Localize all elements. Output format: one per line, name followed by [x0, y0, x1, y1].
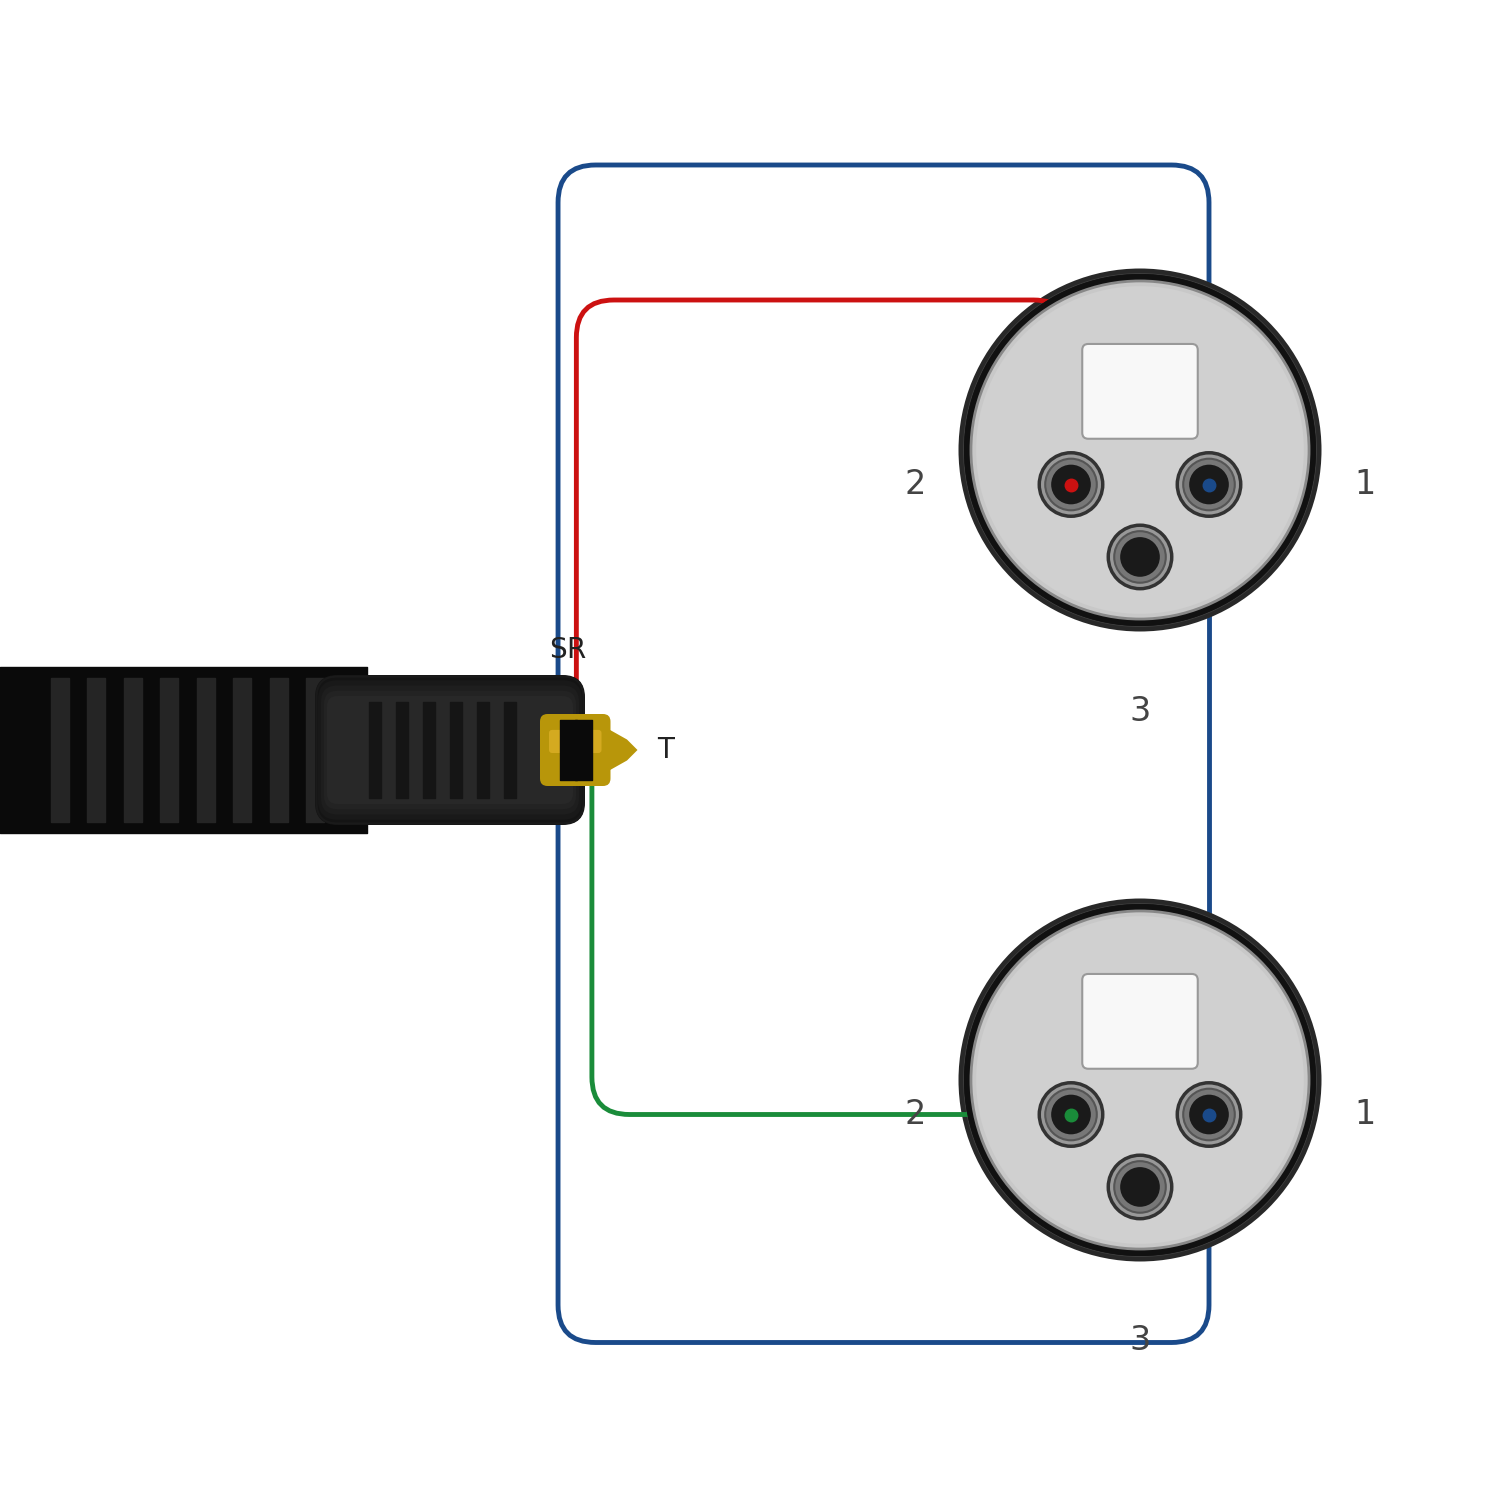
FancyBboxPatch shape — [321, 686, 579, 814]
Circle shape — [968, 278, 1312, 622]
Text: 3: 3 — [1130, 694, 1150, 728]
Text: 1: 1 — [1354, 468, 1376, 501]
Circle shape — [1184, 1089, 1234, 1140]
Circle shape — [1178, 453, 1240, 516]
Circle shape — [1190, 1095, 1228, 1134]
Text: T: T — [657, 736, 674, 764]
Circle shape — [968, 908, 1312, 1252]
Circle shape — [1052, 465, 1090, 504]
FancyBboxPatch shape — [315, 675, 585, 825]
Circle shape — [968, 908, 1312, 1252]
Text: S: S — [549, 636, 567, 664]
Circle shape — [1120, 1167, 1160, 1208]
Circle shape — [976, 916, 1304, 1244]
FancyBboxPatch shape — [1083, 344, 1197, 439]
Circle shape — [1114, 531, 1166, 582]
Circle shape — [958, 268, 1322, 632]
FancyBboxPatch shape — [318, 681, 582, 819]
Circle shape — [1040, 453, 1102, 516]
Circle shape — [1108, 1155, 1172, 1218]
Circle shape — [1190, 465, 1228, 504]
Text: 2: 2 — [904, 468, 926, 501]
Text: R: R — [567, 636, 586, 664]
Text: 1: 1 — [1354, 1098, 1376, 1131]
FancyBboxPatch shape — [540, 714, 610, 786]
Text: 3: 3 — [1130, 1324, 1150, 1358]
Circle shape — [1046, 1089, 1096, 1140]
Circle shape — [1046, 459, 1096, 510]
Circle shape — [1114, 1161, 1166, 1212]
Circle shape — [963, 273, 1317, 627]
FancyBboxPatch shape — [327, 696, 573, 804]
Circle shape — [958, 898, 1322, 1262]
FancyBboxPatch shape — [324, 690, 576, 810]
Text: 2: 2 — [904, 1098, 926, 1131]
Circle shape — [1184, 459, 1234, 510]
Circle shape — [1120, 537, 1160, 578]
Circle shape — [1108, 525, 1172, 588]
Circle shape — [963, 903, 1317, 1257]
Circle shape — [976, 286, 1304, 614]
FancyBboxPatch shape — [1083, 974, 1197, 1068]
Circle shape — [1040, 1083, 1102, 1146]
Circle shape — [968, 278, 1312, 622]
Circle shape — [1178, 1083, 1240, 1146]
Circle shape — [1052, 1095, 1090, 1134]
Polygon shape — [603, 726, 638, 774]
FancyBboxPatch shape — [549, 730, 602, 753]
